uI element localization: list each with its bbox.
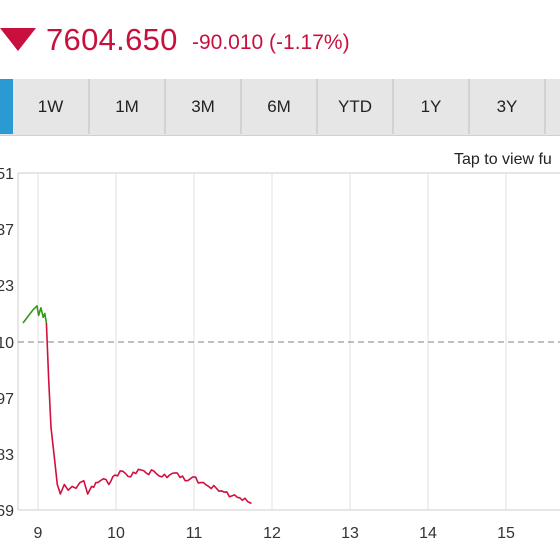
x-tick-label: 10 [107,525,125,542]
tab-3y[interactable]: 3Y [470,79,546,134]
tab-more[interactable] [546,79,560,134]
y-tick-label: 69 [0,503,14,520]
x-tick-label: 11 [186,525,203,542]
y-tick-label: 97 [0,391,14,408]
y-tick-label: 51 [0,166,14,183]
chart-grid [17,172,560,511]
x-axis-labels: 9 10 11 12 13 14 15 [34,525,515,542]
down-series-line [45,322,252,505]
y-tick-label: 23 [0,278,14,295]
quote-header: 7604.650 -90.010 (-1.17%) [0,0,560,78]
y-tick-label: 37 [0,222,14,239]
tab-1w[interactable]: 1W [13,79,90,134]
x-tick-label: 9 [34,525,43,542]
tab-active-indicator[interactable] [0,79,13,134]
down-triangle-icon [0,28,36,51]
tap-to-view-hint[interactable]: Tap to view fu [454,151,552,168]
tab-ytd[interactable]: YTD [318,79,394,134]
x-tick-label: 15 [497,525,515,542]
chart-lines [22,305,252,505]
y-axis-labels: 51 37 23 10 97 83 69 [0,166,14,520]
x-tick-label: 12 [263,525,281,542]
tab-6m[interactable]: 6M [242,79,318,134]
tab-3m[interactable]: 3M [166,79,242,134]
tab-1y[interactable]: 1Y [394,79,470,134]
y-tick-label: 83 [0,447,14,464]
y-tick-label: 10 [0,335,14,352]
tab-1m[interactable]: 1M [90,79,166,134]
price-change: -90.010 (-1.17%) [192,31,350,54]
x-tick-label: 13 [341,525,359,542]
up-series-line [22,305,48,324]
x-tick-label: 14 [419,525,437,542]
price-value: 7604.650 [46,22,178,57]
